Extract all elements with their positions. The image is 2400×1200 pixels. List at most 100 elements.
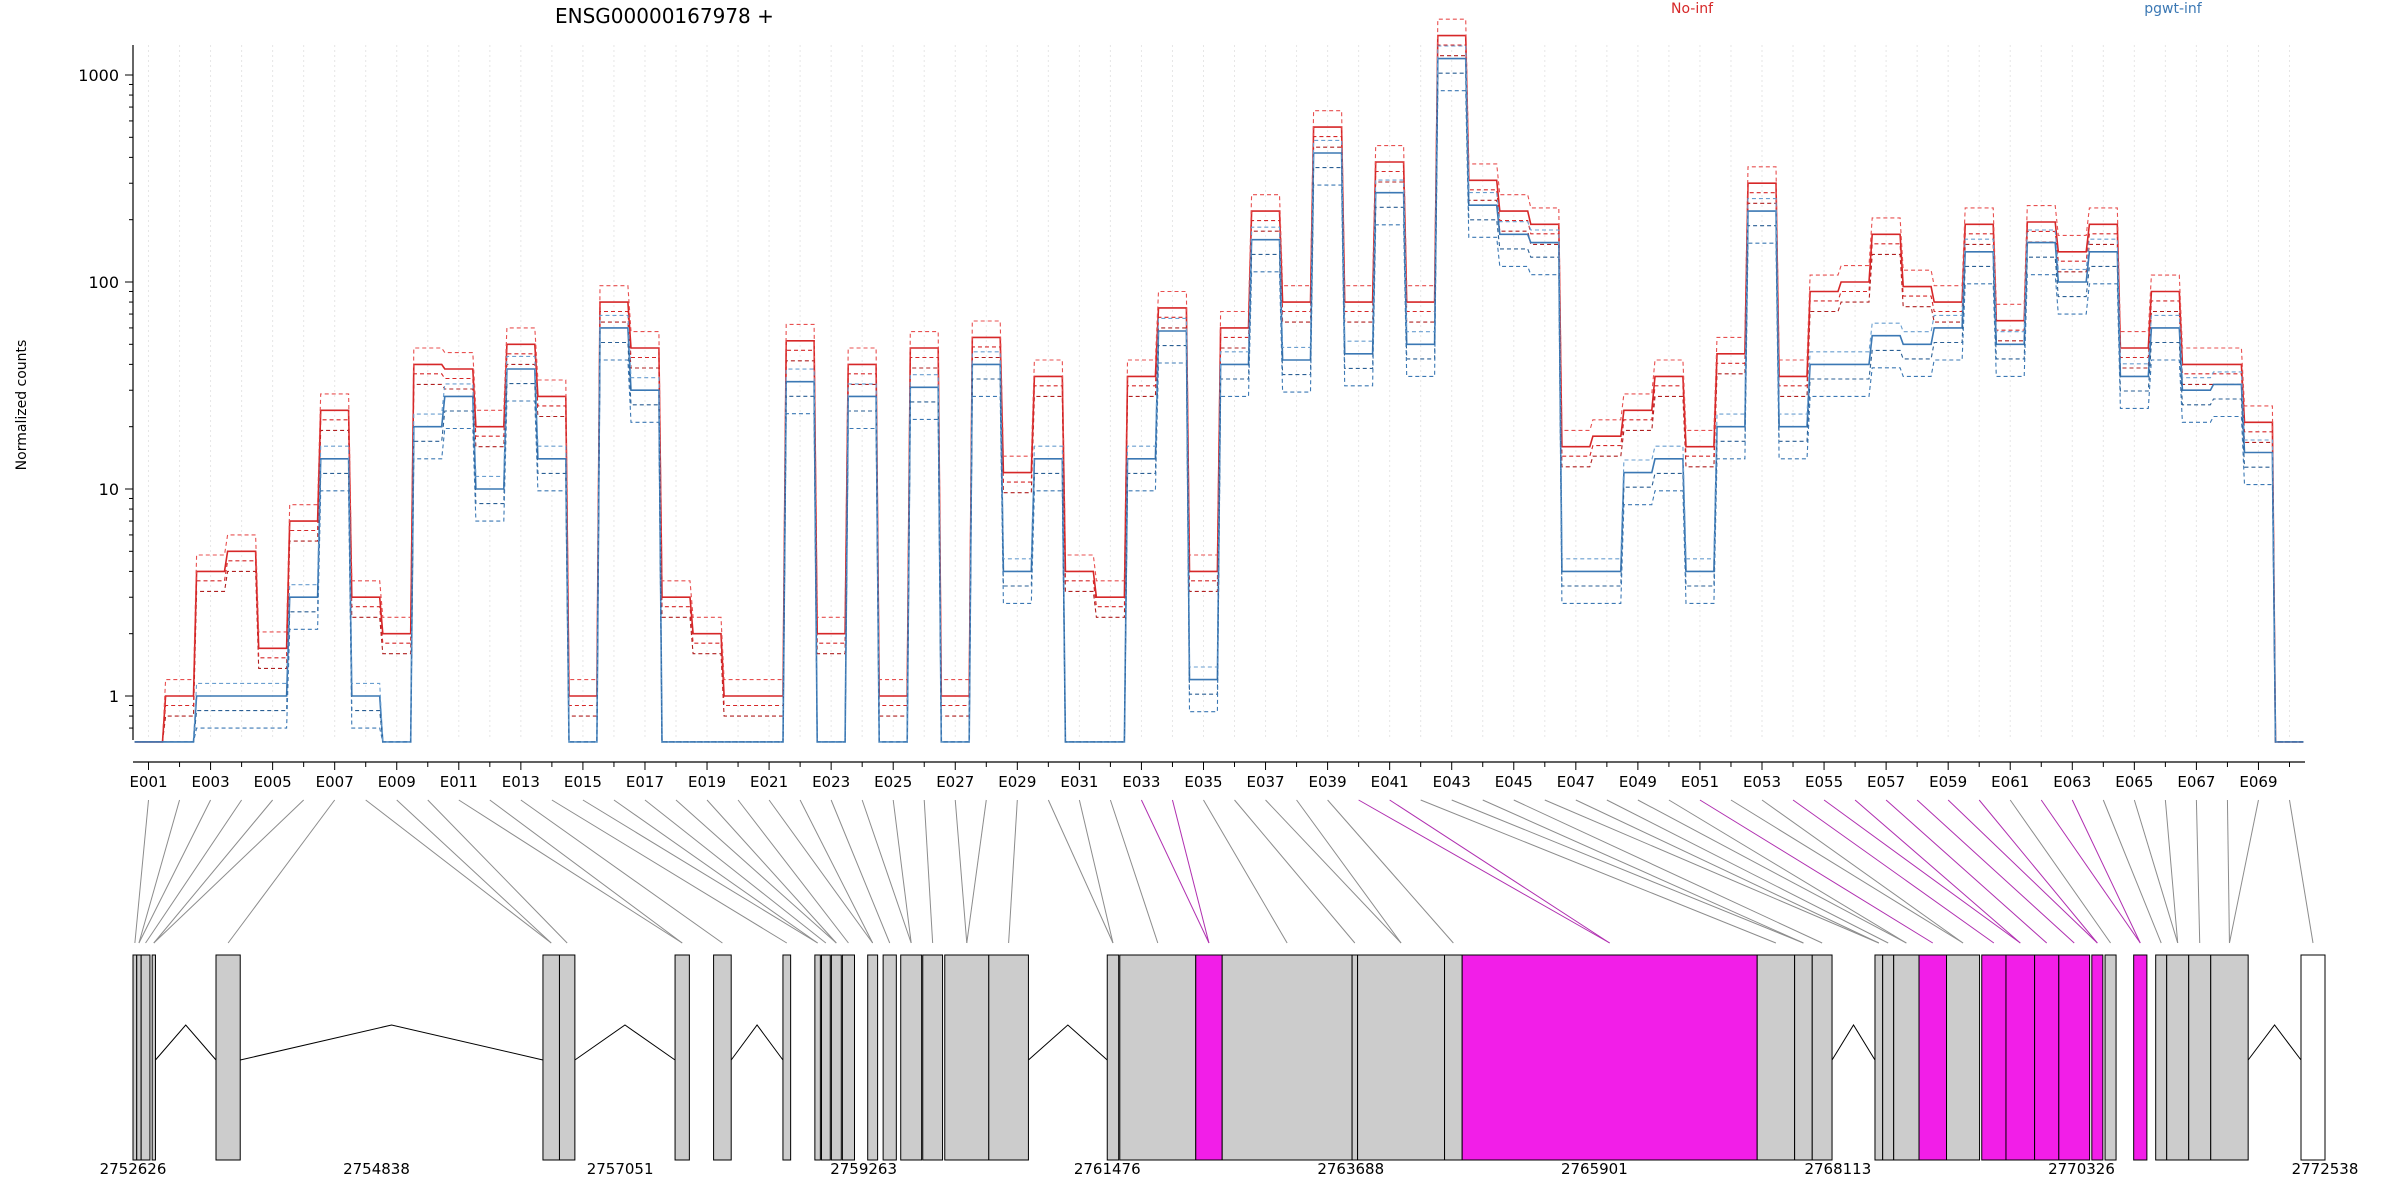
exon-tick-label: E013 <box>502 773 540 791</box>
exon-tick-label: E017 <box>626 773 664 791</box>
exon-block <box>1893 954 1920 1161</box>
exon-connector <box>520 799 723 944</box>
exon-block <box>841 954 855 1161</box>
exon-connector <box>1885 799 2048 944</box>
exon-tick-label: E005 <box>254 773 292 791</box>
exon-tick-label: E063 <box>2053 773 2091 791</box>
y-tick-label: 1000 <box>78 66 119 85</box>
exon-connector <box>1171 799 1210 944</box>
y-axis-label: Normalized counts <box>14 340 30 471</box>
exon-connector <box>2228 799 2259 944</box>
exon-tick-label: E047 <box>1557 773 1595 791</box>
exon-block <box>1874 954 1884 1161</box>
exon-tick-label: E037 <box>1246 773 1284 791</box>
exon-connector <box>2195 799 2201 944</box>
exon-block <box>1357 954 1446 1161</box>
exon-connector <box>1699 799 1934 944</box>
exon-block-highlight <box>2133 954 2148 1161</box>
exon-tick-label: E057 <box>1867 773 1905 791</box>
exon-block <box>900 954 923 1161</box>
exon-connector <box>551 799 788 944</box>
y-tick-label: 10 <box>99 480 119 499</box>
genomic-tick-label: 2763688 <box>1317 1160 1384 1178</box>
genomic-axis: 2752626 2754838 2757051 2759263 2761476 27636… <box>100 1160 2359 1178</box>
exon-connector <box>1978 799 2098 944</box>
exon-tick-label: E001 <box>129 773 167 791</box>
exon-connector <box>768 799 874 944</box>
legend-no-inf: No-inf <box>1671 1 1714 17</box>
exon-connector <box>153 799 274 944</box>
exon-tick-label: E051 <box>1681 773 1719 791</box>
exon-connector <box>489 799 683 944</box>
exon-connector <box>396 799 552 944</box>
exon-tick-label: E019 <box>688 773 726 791</box>
exon-connector <box>1761 799 1964 944</box>
exon-block <box>922 954 944 1161</box>
exon-block <box>140 954 151 1161</box>
exon-block <box>674 954 690 1161</box>
exon-connector <box>1513 799 1823 944</box>
exon-tick-label: E055 <box>1805 773 1843 791</box>
exon-block <box>1882 954 1895 1161</box>
exon-connector <box>954 799 968 944</box>
exon-block-highlight <box>2091 954 2104 1161</box>
exon-block <box>1351 954 1359 1161</box>
exon-connector <box>145 799 243 944</box>
exon-connector <box>1668 799 1907 944</box>
exon-tick-label: E045 <box>1495 773 1533 791</box>
exon-tick-label: E033 <box>1122 773 1160 791</box>
exon-tick-label: E025 <box>874 773 912 791</box>
exon-connector <box>1047 799 1114 944</box>
exon-connector <box>1203 799 1288 944</box>
y-tick-label: 100 <box>88 273 119 292</box>
exon-connector <box>830 799 891 944</box>
exon-block-highlight <box>2034 954 2060 1161</box>
exon-connector <box>1078 799 1114 944</box>
series-line-pgwt-inf <box>134 90 2304 743</box>
intron-line <box>1028 1024 1108 1061</box>
exon-tick-label: E021 <box>750 773 788 791</box>
exon-block <box>542 954 560 1161</box>
exon-tick-label: E015 <box>564 773 602 791</box>
exon-block <box>814 954 821 1161</box>
genomic-tick-label: 2761476 <box>1074 1160 1141 1178</box>
exon-connector <box>365 799 552 944</box>
exon-tick-label: E035 <box>1184 773 1222 791</box>
exon-connector <box>227 799 336 944</box>
exon-connector <box>2288 799 2314 944</box>
exon-connector <box>1358 799 1610 944</box>
exon-connector <box>2133 799 2179 944</box>
exon-connector <box>138 799 212 944</box>
exon-connector <box>892 799 912 944</box>
exon-connector <box>1544 799 1880 944</box>
exon-tick-label: E043 <box>1433 773 1471 791</box>
exon-block <box>820 954 831 1161</box>
exon-tick-label: E009 <box>378 773 416 791</box>
chart-title: ENSG00000167978 + <box>555 4 774 28</box>
exon-connector <box>1575 799 1880 944</box>
y-tick-label: 1 <box>109 687 119 706</box>
exon-connector <box>1916 799 2075 944</box>
exon-block <box>867 954 879 1161</box>
exon-block-highlight <box>1195 954 1223 1161</box>
genomic-tick-label: 2759263 <box>830 1160 897 1178</box>
exon-block <box>1106 954 1120 1161</box>
exon-connector <box>923 799 934 944</box>
exon-connector <box>582 799 818 944</box>
exon-block <box>1444 954 1463 1161</box>
exon-connector <box>1482 799 1804 944</box>
exon-connector <box>1234 799 1356 944</box>
exon-block <box>132 954 138 1161</box>
intron-line <box>155 1024 217 1061</box>
exon-block <box>1811 954 1833 1161</box>
exon-connector <box>2102 799 2162 944</box>
exon-connector <box>1854 799 2021 944</box>
exon-connector <box>1730 799 1964 944</box>
exon-block <box>2188 954 2212 1161</box>
exon-block <box>2300 954 2326 1161</box>
exon-connector <box>706 799 837 944</box>
exon-connector <box>2226 799 2230 944</box>
exon-connector <box>1606 799 1889 944</box>
gene-model <box>132 954 2326 1161</box>
exon-connector <box>1947 799 2098 944</box>
